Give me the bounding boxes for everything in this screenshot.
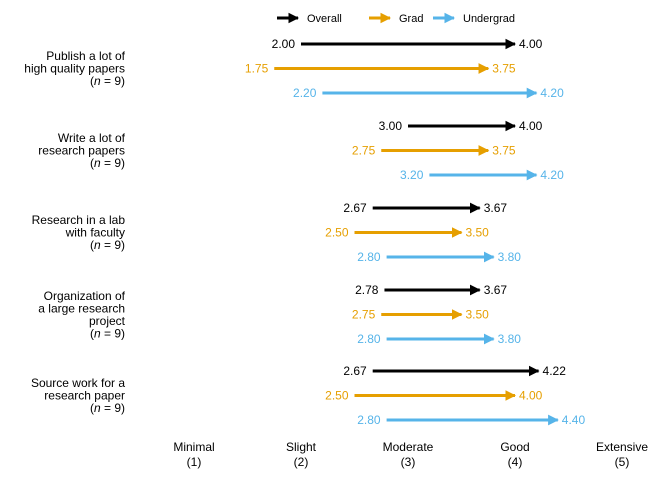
x-tick-label: Extensive (596, 440, 648, 454)
legend-label-overall: Overall (307, 13, 342, 25)
end-value-label: 4.00 (519, 119, 543, 133)
end-value-label: 4.20 (540, 86, 564, 100)
category-label-line: (n = 9) (90, 238, 125, 252)
start-value-label: 2.80 (357, 332, 381, 346)
category-label-line: research paper (44, 389, 125, 403)
end-value-label: 3.75 (492, 62, 516, 76)
x-tick-label: Slight (286, 440, 317, 454)
category-label-line: research papers (38, 144, 125, 158)
start-value-label: 2.67 (343, 364, 367, 378)
legend-label-undergrad: Undergrad (463, 13, 515, 25)
x-tick-sublabel: (4) (508, 455, 523, 469)
category-label-line: project (89, 314, 126, 328)
end-value-label: 3.50 (466, 226, 490, 240)
end-value-label: 3.67 (484, 201, 508, 215)
end-value-label: 3.80 (498, 332, 522, 346)
x-tick-sublabel: (2) (294, 455, 309, 469)
end-value-label: 4.20 (540, 168, 564, 182)
start-value-label: 2.67 (343, 201, 367, 215)
end-value-label: 3.75 (492, 144, 516, 158)
start-value-label: 1.75 (245, 62, 269, 76)
legend: Overall Grad Undergrad (277, 12, 515, 25)
category-label-line: Publish a lot of (46, 49, 125, 63)
category-label-line: a large research (38, 301, 125, 315)
category-label-line: Source work for a (31, 376, 125, 390)
end-value-label: 3.67 (484, 283, 508, 297)
start-value-label: 3.00 (379, 119, 403, 133)
category-label-line: with faculty (65, 226, 125, 240)
start-value-label: 2.50 (325, 226, 349, 240)
x-tick-label: Good (500, 440, 529, 454)
start-value-label: 3.20 (400, 168, 424, 182)
category-label-line: high quality papers (24, 62, 125, 76)
x-tick-sublabel: (1) (187, 455, 202, 469)
start-value-label: 2.50 (325, 389, 349, 403)
start-value-label: 2.80 (357, 250, 381, 264)
category-label-line: Research in a lab (32, 213, 126, 227)
start-value-label: 2.78 (355, 283, 379, 297)
end-value-label: 4.40 (562, 413, 586, 427)
start-value-label: 2.00 (272, 37, 296, 51)
category-label-line: (n = 9) (90, 74, 125, 88)
end-value-label: 4.00 (519, 389, 543, 403)
x-tick-sublabel: (3) (401, 455, 416, 469)
x-tick-label: Moderate (383, 440, 434, 454)
start-value-label: 2.80 (357, 413, 381, 427)
start-value-label: 2.20 (293, 86, 317, 100)
end-value-label: 3.50 (466, 308, 490, 322)
category-label-line: Write a lot of (58, 131, 126, 145)
end-value-label: 4.00 (519, 37, 543, 51)
x-tick-label: Minimal (173, 440, 214, 454)
x-tick-sublabel: (5) (615, 455, 630, 469)
x-axis: Minimal(1) Slight(2) Moderate(3) Good(4) Ext… (173, 440, 648, 469)
end-value-label: 4.22 (543, 364, 567, 378)
end-value-label: 3.80 (498, 250, 522, 264)
category-label-line: Organization of (44, 289, 126, 303)
category-group: Organization ofa large researchproject(n… (38, 283, 521, 346)
start-value-label: 2.75 (352, 144, 376, 158)
category-label-line: (n = 9) (90, 156, 125, 170)
start-value-label: 2.75 (352, 308, 376, 322)
category-label-line: (n = 9) (90, 326, 125, 340)
category-label-line: (n = 9) (90, 401, 125, 415)
legend-label-grad: Grad (399, 13, 423, 25)
